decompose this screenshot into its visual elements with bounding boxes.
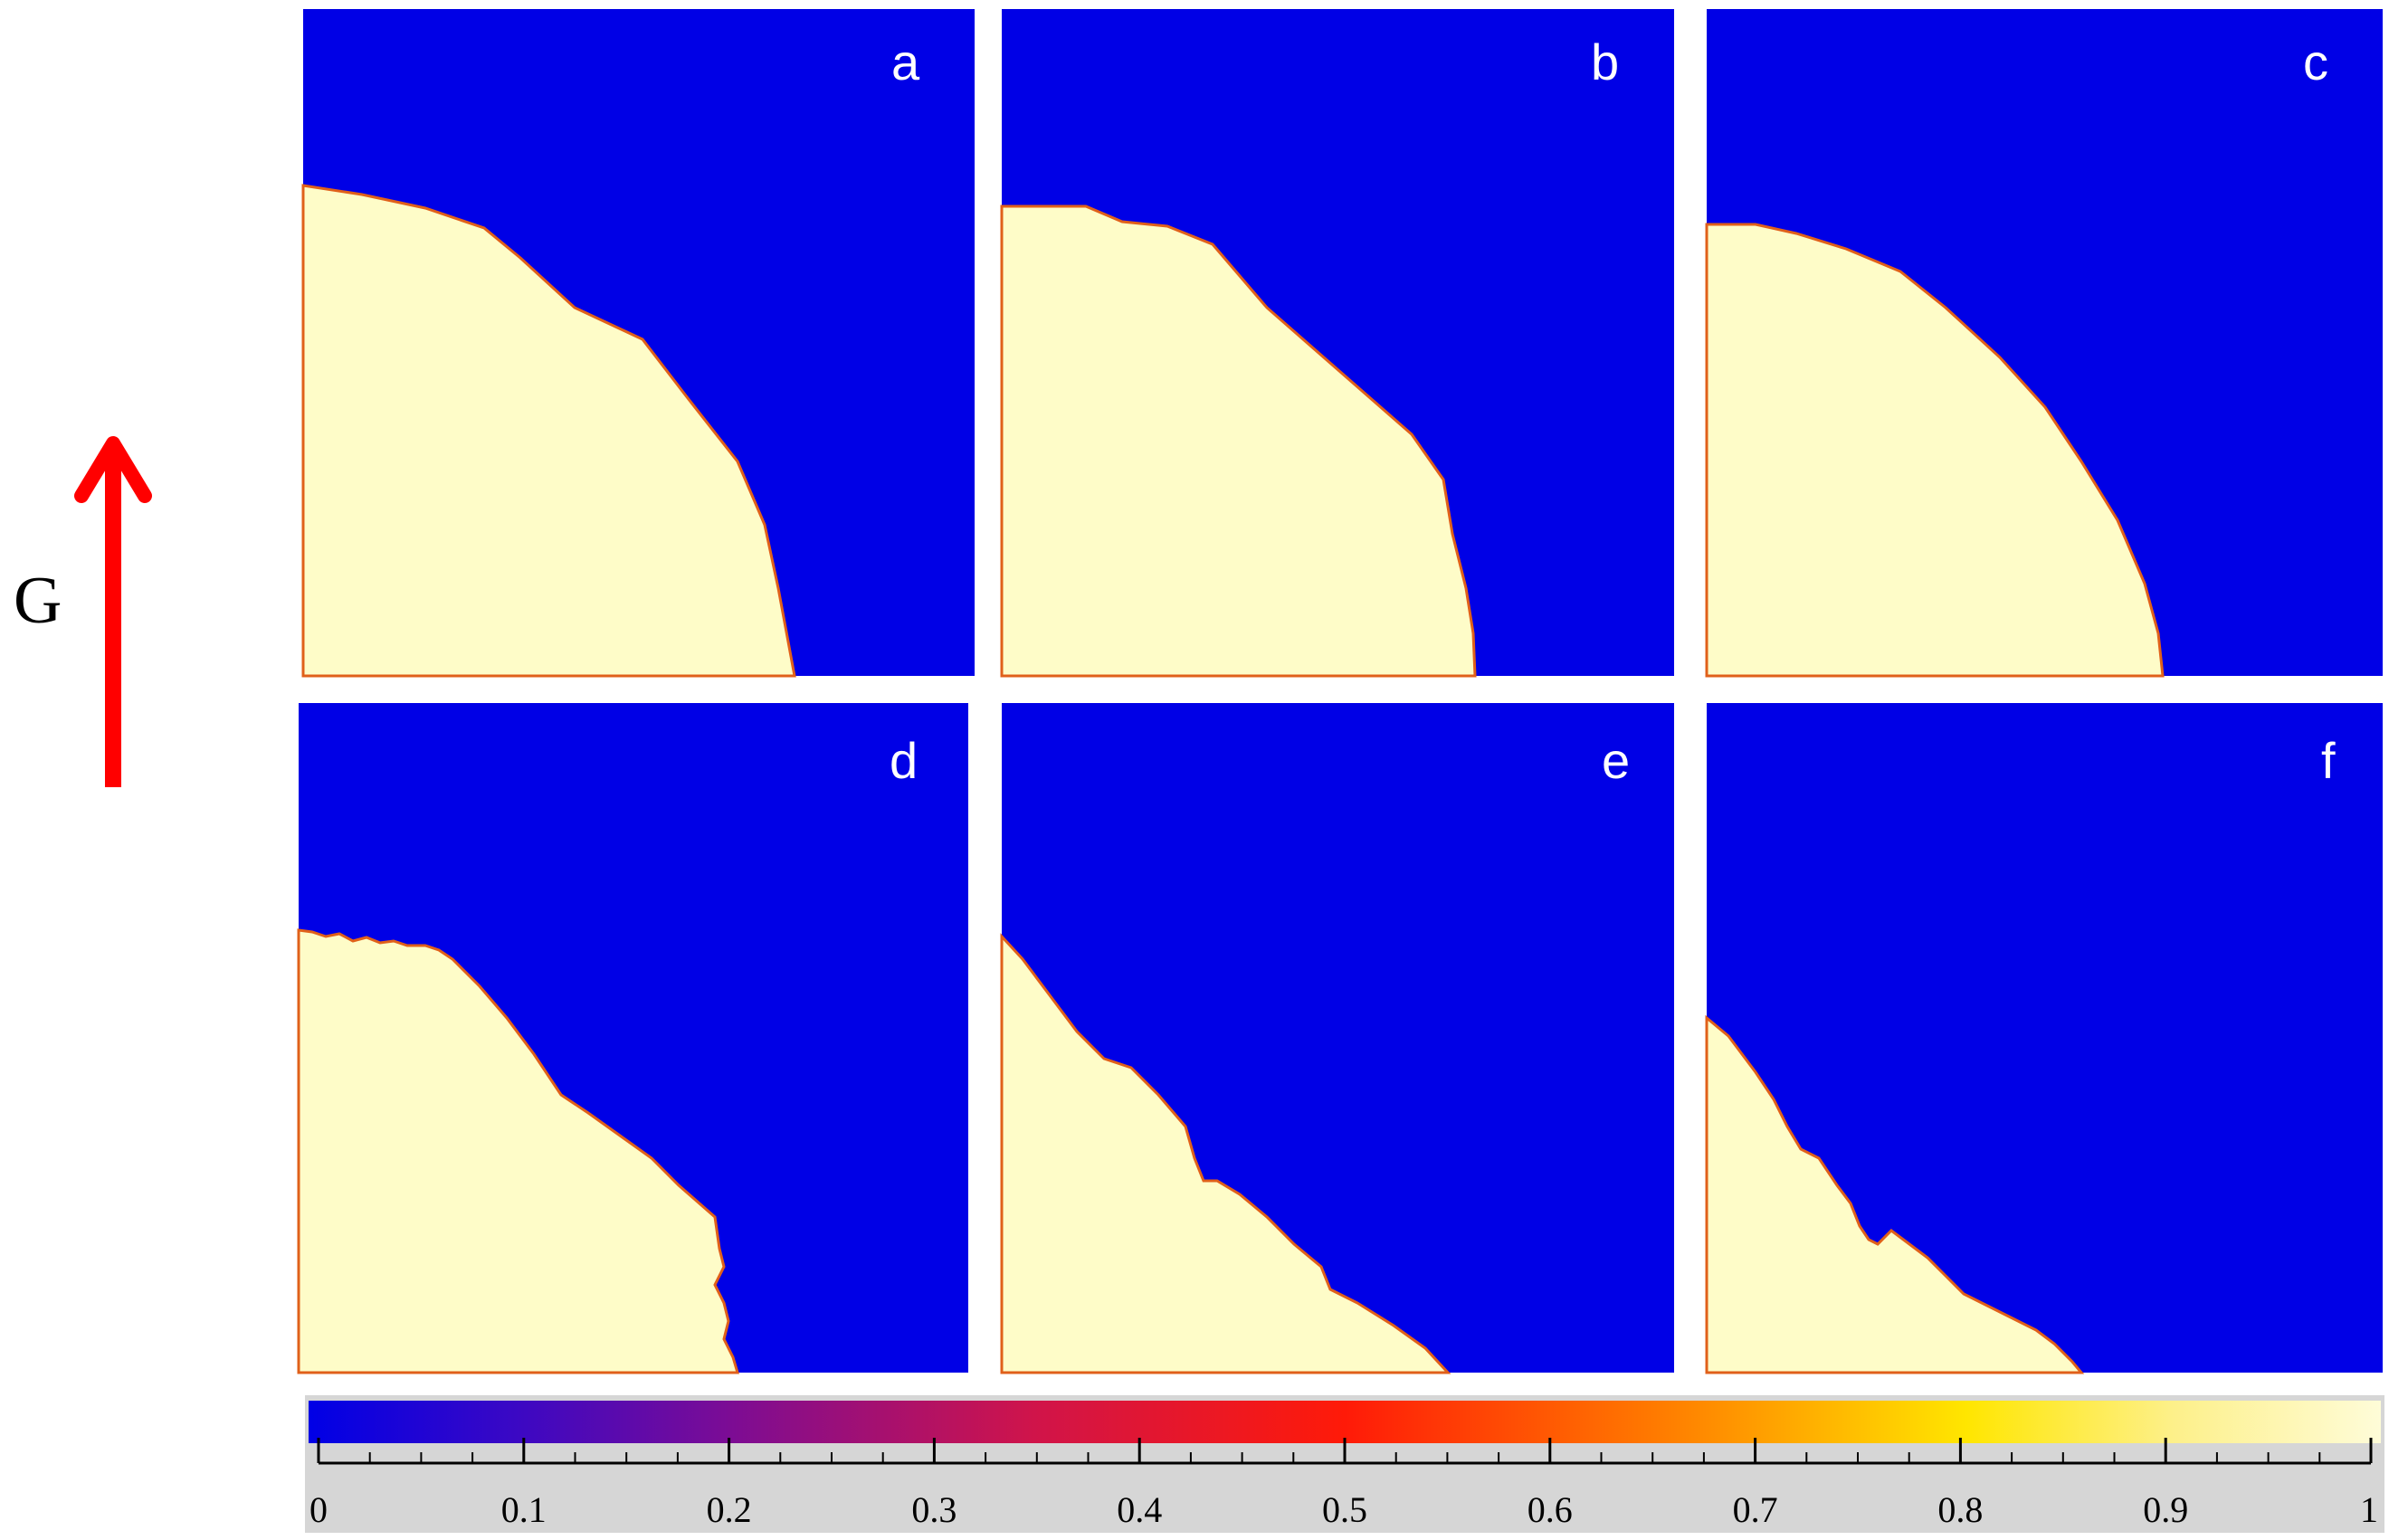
- panel-f-melt-region: [1705, 1014, 2085, 1374]
- colorbar-tick-label: 1: [2360, 1489, 2378, 1530]
- colorbar-tick-label: 0.9: [2143, 1489, 2188, 1530]
- colorbar: 0 0.1 0.2 0.3 0.4 0.5 0.6 0.7 0.8 0.9 1: [305, 1395, 2384, 1533]
- gravity-label: G: [14, 564, 62, 638]
- colorbar-tick-label: 0.5: [1322, 1489, 1367, 1530]
- panel-f: f: [1705, 703, 2383, 1374]
- panel-d: d: [297, 703, 968, 1374]
- colorbar-tick-label: 0.6: [1528, 1489, 1573, 1530]
- panel-c-label: c: [2303, 33, 2328, 90]
- panel-d-label: d: [890, 732, 918, 789]
- panel-a: a: [301, 9, 975, 678]
- panel-b-label: b: [1591, 33, 1619, 90]
- colorbar-tick-label: 0: [309, 1489, 328, 1530]
- colorbar-tick-label: 0.2: [707, 1489, 752, 1530]
- panel-f-label: f: [2321, 732, 2336, 789]
- colorbar-tick-label: 0.1: [501, 1489, 547, 1530]
- colorbar-tick-label: 0.3: [911, 1489, 957, 1530]
- panel-b: b: [1000, 9, 1674, 678]
- panel-d-melt-region: [297, 928, 740, 1374]
- colorbar-tick-label: 0.7: [1733, 1489, 1778, 1530]
- panel-e-melt-region: [1000, 933, 1451, 1374]
- gravity-arrowhead: [74, 436, 152, 503]
- colorbar-tick-label: 0.8: [1937, 1489, 1983, 1530]
- panel-e-label: e: [1602, 732, 1630, 789]
- panel-c-melt-region: [1705, 223, 2165, 678]
- colorbar-gradient: [309, 1401, 2381, 1443]
- panel-a-label: a: [891, 33, 920, 90]
- panel-a-melt-region: [301, 184, 796, 678]
- panel-c: c: [1705, 9, 2383, 678]
- colorbar-ticks: 0 0.1 0.2 0.3 0.4 0.5 0.6 0.7 0.8 0.9 1: [309, 1438, 2378, 1530]
- panel-e: e: [1000, 703, 1674, 1374]
- gravity-indicator: G: [14, 436, 152, 787]
- colorbar-tick-label: 0.4: [1117, 1489, 1162, 1530]
- panel-b-melt-region: [1000, 204, 1477, 678]
